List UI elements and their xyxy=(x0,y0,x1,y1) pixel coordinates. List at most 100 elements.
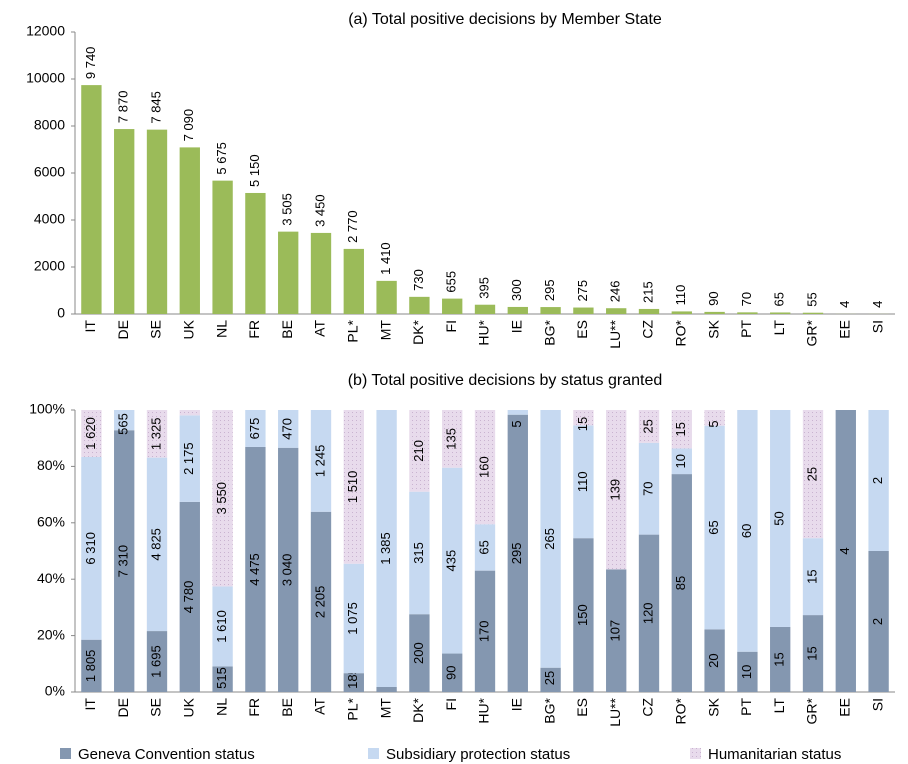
value-label: 275 xyxy=(575,280,590,302)
value-label: 5 675 xyxy=(214,142,229,175)
x-tick-label: SK xyxy=(705,319,721,338)
x-tick-label: LT xyxy=(771,320,787,336)
value-label: 215 xyxy=(640,281,655,303)
bar-segment xyxy=(212,410,233,587)
chart-title: (b) Total positive decisions by status g… xyxy=(348,372,663,389)
x-tick-label: RO* xyxy=(673,697,689,724)
bar-segment xyxy=(81,639,102,692)
value-label: 7 870 xyxy=(116,91,131,124)
bar-segment xyxy=(835,410,856,692)
x-tick-label: AT xyxy=(312,698,328,715)
x-tick-label: ES xyxy=(574,320,590,339)
value-label: 15 xyxy=(575,417,590,431)
value-label: 7 845 xyxy=(148,91,163,124)
bar xyxy=(507,306,528,314)
value-label: 65 xyxy=(706,520,721,534)
bar-segment xyxy=(442,653,463,692)
value-label: 4 xyxy=(870,301,885,308)
value-label: 5 150 xyxy=(247,154,262,187)
y-tick-label: 4000 xyxy=(34,211,65,227)
x-tick-label: GR* xyxy=(804,697,820,724)
x-tick-label: DK* xyxy=(410,319,426,344)
value-label: 7 310 xyxy=(116,545,131,578)
value-label: 6 310 xyxy=(83,532,98,565)
value-label: 2 xyxy=(870,618,885,625)
x-tick-label: IT xyxy=(82,698,98,711)
value-label: 160 xyxy=(476,456,491,478)
bar-segment xyxy=(802,615,824,692)
x-tick-label: PT xyxy=(738,320,754,338)
bar xyxy=(474,304,496,314)
x-tick-label: SK xyxy=(705,697,721,716)
bar xyxy=(376,280,397,314)
bar-segment xyxy=(245,446,266,692)
bar xyxy=(606,308,627,314)
value-label: 300 xyxy=(509,279,524,301)
bar-segment xyxy=(868,551,889,692)
value-label: 120 xyxy=(640,602,655,624)
x-tick-label: MT xyxy=(377,698,393,719)
value-label: 1 610 xyxy=(214,610,229,643)
value-label: 470 xyxy=(280,418,295,440)
value-label: 110 xyxy=(575,471,590,492)
value-label: 50 xyxy=(772,511,787,525)
bar-segment xyxy=(540,410,561,668)
bar-segment xyxy=(245,410,266,447)
x-tick-label: DE xyxy=(115,698,131,717)
bar xyxy=(802,312,824,314)
bar-segment xyxy=(81,410,102,457)
bar-segment xyxy=(671,448,692,475)
x-tick-label: SE xyxy=(148,698,164,717)
legend-swatch xyxy=(368,748,379,759)
bar-segment xyxy=(442,467,463,654)
value-label: 20 xyxy=(706,653,721,667)
value-label: 295 xyxy=(542,279,557,301)
bar-segment xyxy=(146,410,168,458)
value-label: 1 805 xyxy=(83,650,98,683)
legend-label: Subsidiary protection status xyxy=(386,746,570,763)
value-label: 110 xyxy=(673,285,688,306)
bar-segment xyxy=(802,538,824,616)
value-label: 675 xyxy=(247,418,262,440)
bar-segment xyxy=(179,410,200,416)
bar-segment xyxy=(343,410,364,564)
value-label: 10 xyxy=(673,454,688,468)
bar-segment xyxy=(507,414,528,692)
x-tick-label: SI xyxy=(869,320,885,333)
value-label: 3 550 xyxy=(214,482,229,515)
x-tick-label: HU* xyxy=(476,697,492,723)
value-label: 10 xyxy=(739,665,754,679)
value-label: 25 xyxy=(804,467,819,481)
value-label: 515 xyxy=(214,667,229,689)
x-tick-label: DE xyxy=(115,320,131,339)
x-tick-label: UK xyxy=(181,697,197,717)
bar-segment xyxy=(770,626,791,692)
x-tick-label: GR* xyxy=(804,319,820,346)
bar xyxy=(540,307,561,314)
value-label: 655 xyxy=(444,271,459,293)
bar-segment xyxy=(278,447,299,692)
value-label: 139 xyxy=(608,479,623,501)
value-label: 4 xyxy=(837,547,852,554)
value-label: 135 xyxy=(444,428,459,450)
value-label: 435 xyxy=(444,550,459,572)
value-label: 3 450 xyxy=(312,194,327,227)
value-label: 2 205 xyxy=(312,586,327,619)
value-label: 1 410 xyxy=(378,242,393,275)
x-tick-label: IE xyxy=(509,320,525,333)
value-label: 4 825 xyxy=(148,528,163,561)
bar-segment xyxy=(376,687,397,692)
bar xyxy=(770,312,791,314)
bar-segment xyxy=(409,614,430,692)
value-label: 170 xyxy=(476,620,491,642)
x-tick-label: MT xyxy=(377,320,393,341)
value-label: 4 475 xyxy=(247,553,262,586)
value-label: 295 xyxy=(509,542,524,564)
value-label: 4 780 xyxy=(181,581,196,614)
legend-label: Humanitarian status xyxy=(708,746,841,763)
value-label: 730 xyxy=(411,269,426,291)
value-label: 25 xyxy=(542,671,557,685)
x-tick-label: FI xyxy=(443,698,459,710)
legend-swatch xyxy=(690,748,701,759)
value-label: 1 510 xyxy=(345,471,360,504)
